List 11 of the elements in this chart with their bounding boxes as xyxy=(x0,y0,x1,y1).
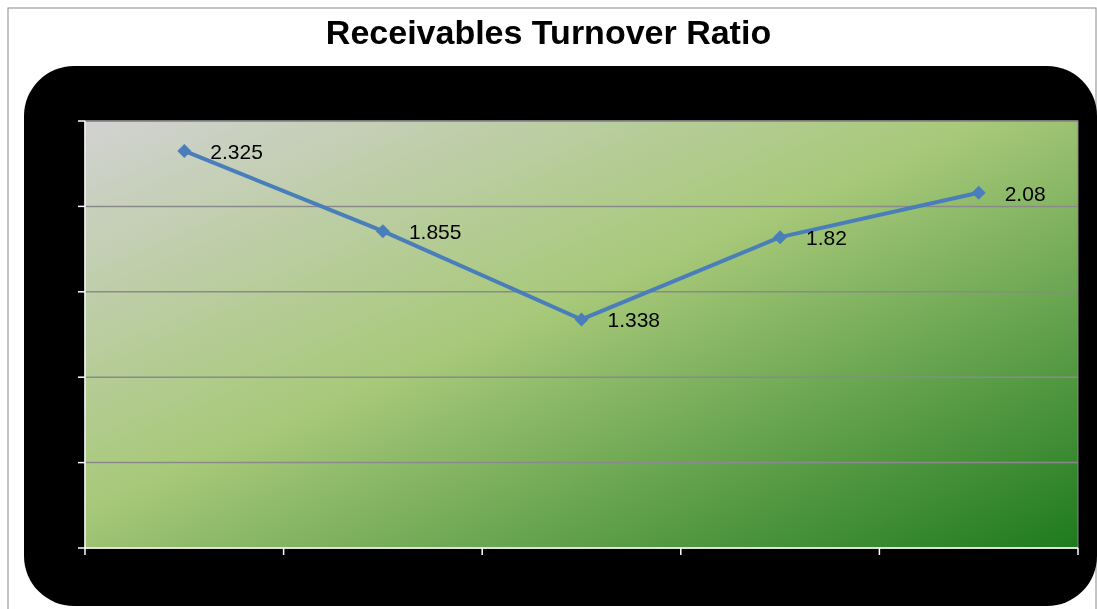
point xyxy=(574,312,589,327)
data-label: 1.855 xyxy=(408,220,462,244)
chart-title: Receivables Turnover Ratio xyxy=(325,13,772,51)
point xyxy=(177,143,192,158)
data-label: 2.08 xyxy=(1004,181,1046,205)
data-label: 1.338 xyxy=(607,308,661,332)
point xyxy=(375,224,390,239)
point xyxy=(971,185,986,200)
data-label: 1.82 xyxy=(806,226,847,250)
data-label: 2.325 xyxy=(210,139,263,163)
point xyxy=(773,230,788,245)
